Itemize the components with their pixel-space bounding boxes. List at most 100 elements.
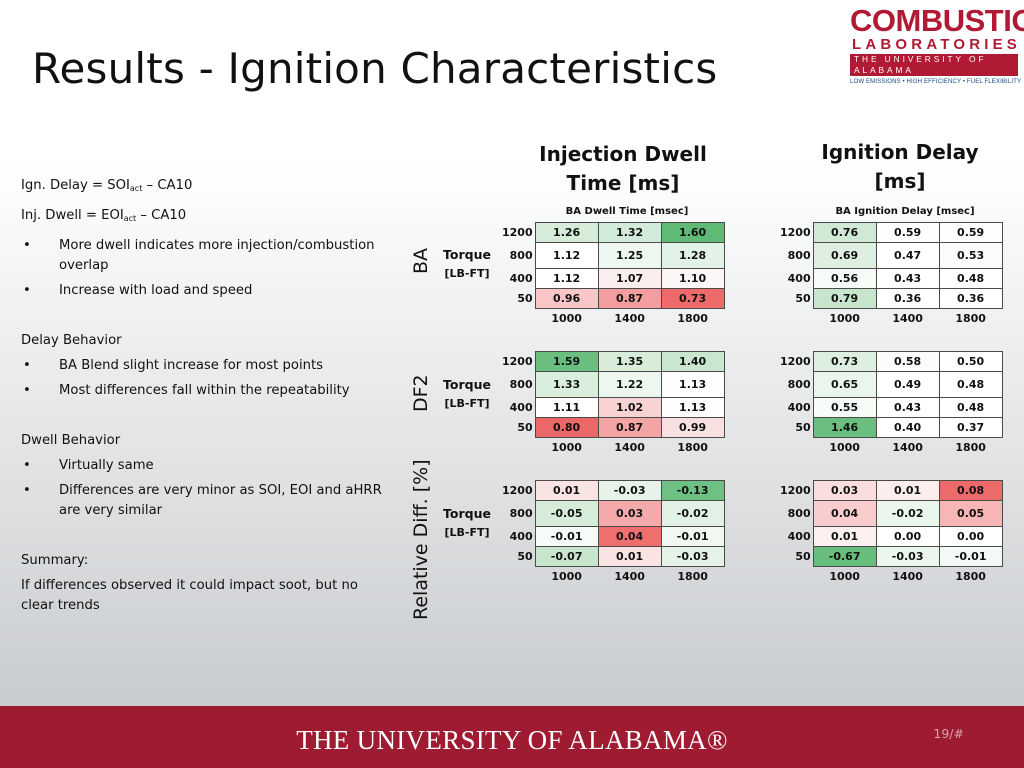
- table-cell: 0.04: [597, 526, 662, 547]
- torque-level-label: 50: [517, 421, 533, 434]
- table-df2-dwell: 1200 1.59 1.35 1.40 800 1.33 1.22 1.13 400 1.11 1.…: [502, 351, 725, 457]
- bullet-item: Differences are very minor as SOI, EOI a…: [21, 481, 391, 521]
- table-row: 50 1.46 0.40 0.37: [780, 417, 1003, 438]
- dwell-behavior-heading: Dwell Behavior: [21, 433, 121, 448]
- table-diff-delay: 1200 0.03 0.01 0.08 800 0.04 -0.02 0.05 400 0.01 0…: [780, 480, 1003, 586]
- table-cell: 0.96: [534, 288, 599, 309]
- speed-label: 1800: [677, 570, 708, 583]
- speed-label: 1000: [829, 312, 860, 325]
- table-cell: 0.48: [938, 397, 1003, 418]
- inj-dwell-suffix: – CA10: [136, 208, 187, 223]
- bullet-item: Virtually same: [21, 456, 391, 476]
- inj-dwell-prefix: Inj. Dwell = EOI: [21, 208, 124, 223]
- table-cell: 0.48: [938, 268, 1003, 289]
- table-cell: 0.55: [812, 397, 877, 418]
- torque-level-label: 50: [795, 421, 811, 434]
- bullet-item: BA Blend slight increase for most points: [21, 356, 391, 376]
- torque-level-label: 1200: [780, 484, 811, 497]
- delay-subheader: BA Ignition Delay [msec]: [835, 206, 975, 217]
- table-cell: -0.07: [534, 546, 599, 567]
- torque-level-label: 1200: [502, 226, 533, 239]
- speed-label: 1400: [614, 312, 645, 325]
- torque-level-label: 50: [795, 292, 811, 305]
- table-cell: 1.26: [534, 222, 599, 243]
- torque-level-label: 400: [509, 272, 533, 285]
- table-cell: 1.10: [660, 268, 725, 289]
- table-row: 400 0.01 0.00 0.00: [780, 526, 1003, 547]
- speed-label-row: 1000 1400 1800: [780, 438, 1002, 458]
- table-cell: 0.73: [660, 288, 725, 309]
- summary-heading: Summary:: [21, 553, 89, 568]
- table-cell: 0.36: [875, 288, 940, 309]
- table-row: 50 0.80 0.87 0.99: [502, 417, 725, 438]
- torque-level-label: 1200: [780, 355, 811, 368]
- table-cell: 1.25: [597, 242, 662, 269]
- table-cell: 0.43: [875, 268, 940, 289]
- speed-label: 1000: [551, 312, 582, 325]
- table-row: 1200 0.76 0.59 0.59: [780, 222, 1003, 243]
- speed-label: 1800: [955, 312, 986, 325]
- table-cell: 0.58: [875, 351, 940, 372]
- bullet-item: Most differences fall within the repeata…: [21, 381, 391, 401]
- speed-label: 1800: [677, 312, 708, 325]
- logo-line1: COMBUSTION: [850, 3, 1024, 38]
- speed-label: 1000: [829, 570, 860, 583]
- table-cell: 1.11: [534, 397, 599, 418]
- table-cell: -0.67: [812, 546, 877, 567]
- torque-label-text: Torque: [443, 506, 491, 521]
- table-cell: 0.59: [875, 222, 940, 243]
- table-row: 1200 0.73 0.58 0.50: [780, 351, 1003, 372]
- speed-label: 1800: [955, 570, 986, 583]
- table-cell: 0.00: [938, 526, 1003, 547]
- footer-bar: THE UNIVERSITY OF ALABAMA® 19/#: [0, 706, 1024, 768]
- table-cell: -0.13: [660, 480, 725, 501]
- speed-label: 1800: [677, 441, 708, 454]
- torque-level-label: 1200: [780, 226, 811, 239]
- table-row: 800 -0.05 0.03 -0.02: [502, 500, 725, 527]
- table-cell: 1.12: [534, 242, 599, 269]
- delay-header-line2: [ms]: [874, 169, 926, 193]
- row-label-ba: BA: [410, 247, 432, 274]
- logo-tagline: LOW EMISSIONS • HIGH EFFICIENCY • FUEL F…: [850, 78, 1022, 85]
- table-row: 800 0.04 -0.02 0.05: [780, 500, 1003, 527]
- table-row: 800 0.69 0.47 0.53: [780, 242, 1003, 269]
- dwell-subheader: BA Dwell Time [msec]: [565, 206, 689, 217]
- dwell-header-line2: Time [ms]: [566, 171, 680, 195]
- table-cell: 0.03: [812, 480, 877, 501]
- table-ba-delay: 1200 0.76 0.59 0.59 800 0.69 0.47 0.53 400 0.56 0.…: [780, 222, 1003, 328]
- table-row: 50 -0.07 0.01 -0.03: [502, 546, 725, 567]
- ign-delay-sub: act: [129, 184, 143, 193]
- table-row: 1200 0.01 -0.03 -0.13: [502, 480, 725, 501]
- table-cell: 1.59: [534, 351, 599, 372]
- torque-level-label: 800: [787, 249, 811, 262]
- table-cell: 0.40: [875, 417, 940, 438]
- table-row: 1200 0.03 0.01 0.08: [780, 480, 1003, 501]
- table-df2-delay: 1200 0.73 0.58 0.50 800 0.65 0.49 0.48 400 0.55 0.…: [780, 351, 1003, 457]
- delay-header-line1: Ignition Delay: [821, 140, 979, 164]
- torque-level-label: 400: [787, 530, 811, 543]
- table-cell: 0.08: [938, 480, 1003, 501]
- row-label-df2: DF2: [410, 374, 432, 412]
- table-cell: 1.32: [597, 222, 662, 243]
- speed-label-row: 1000 1400 1800: [780, 309, 1002, 329]
- table-cell: 0.04: [812, 500, 877, 527]
- bullet-item: More dwell indicates more injection/comb…: [21, 236, 391, 276]
- table-cell: 0.36: [938, 288, 1003, 309]
- torque-label: Torque [LB-FT]: [437, 377, 497, 410]
- page-number: 19/#: [933, 726, 964, 741]
- torque-unit: [LB-FT]: [444, 526, 490, 539]
- table-ba-dwell: 1200 1.26 1.32 1.60 800 1.12 1.25 1.28 400 1.12 1.…: [502, 222, 725, 328]
- table-row: 50 0.79 0.36 0.36: [780, 288, 1003, 309]
- torque-level-label: 800: [787, 507, 811, 520]
- table-cell: -0.03: [597, 480, 662, 501]
- table-cell: 0.50: [938, 351, 1003, 372]
- table-row: 400 0.56 0.43 0.48: [780, 268, 1003, 289]
- torque-level-label: 50: [517, 292, 533, 305]
- table-cell: -0.05: [534, 500, 599, 527]
- table-row: 50 -0.67 -0.03 -0.01: [780, 546, 1003, 567]
- table-cell: 0.53: [938, 242, 1003, 269]
- speed-label-row: 1000 1400 1800: [502, 309, 724, 329]
- table-cell: 0.01: [875, 480, 940, 501]
- table-cell: 0.73: [812, 351, 877, 372]
- ign-delay-suffix: – CA10: [142, 178, 193, 193]
